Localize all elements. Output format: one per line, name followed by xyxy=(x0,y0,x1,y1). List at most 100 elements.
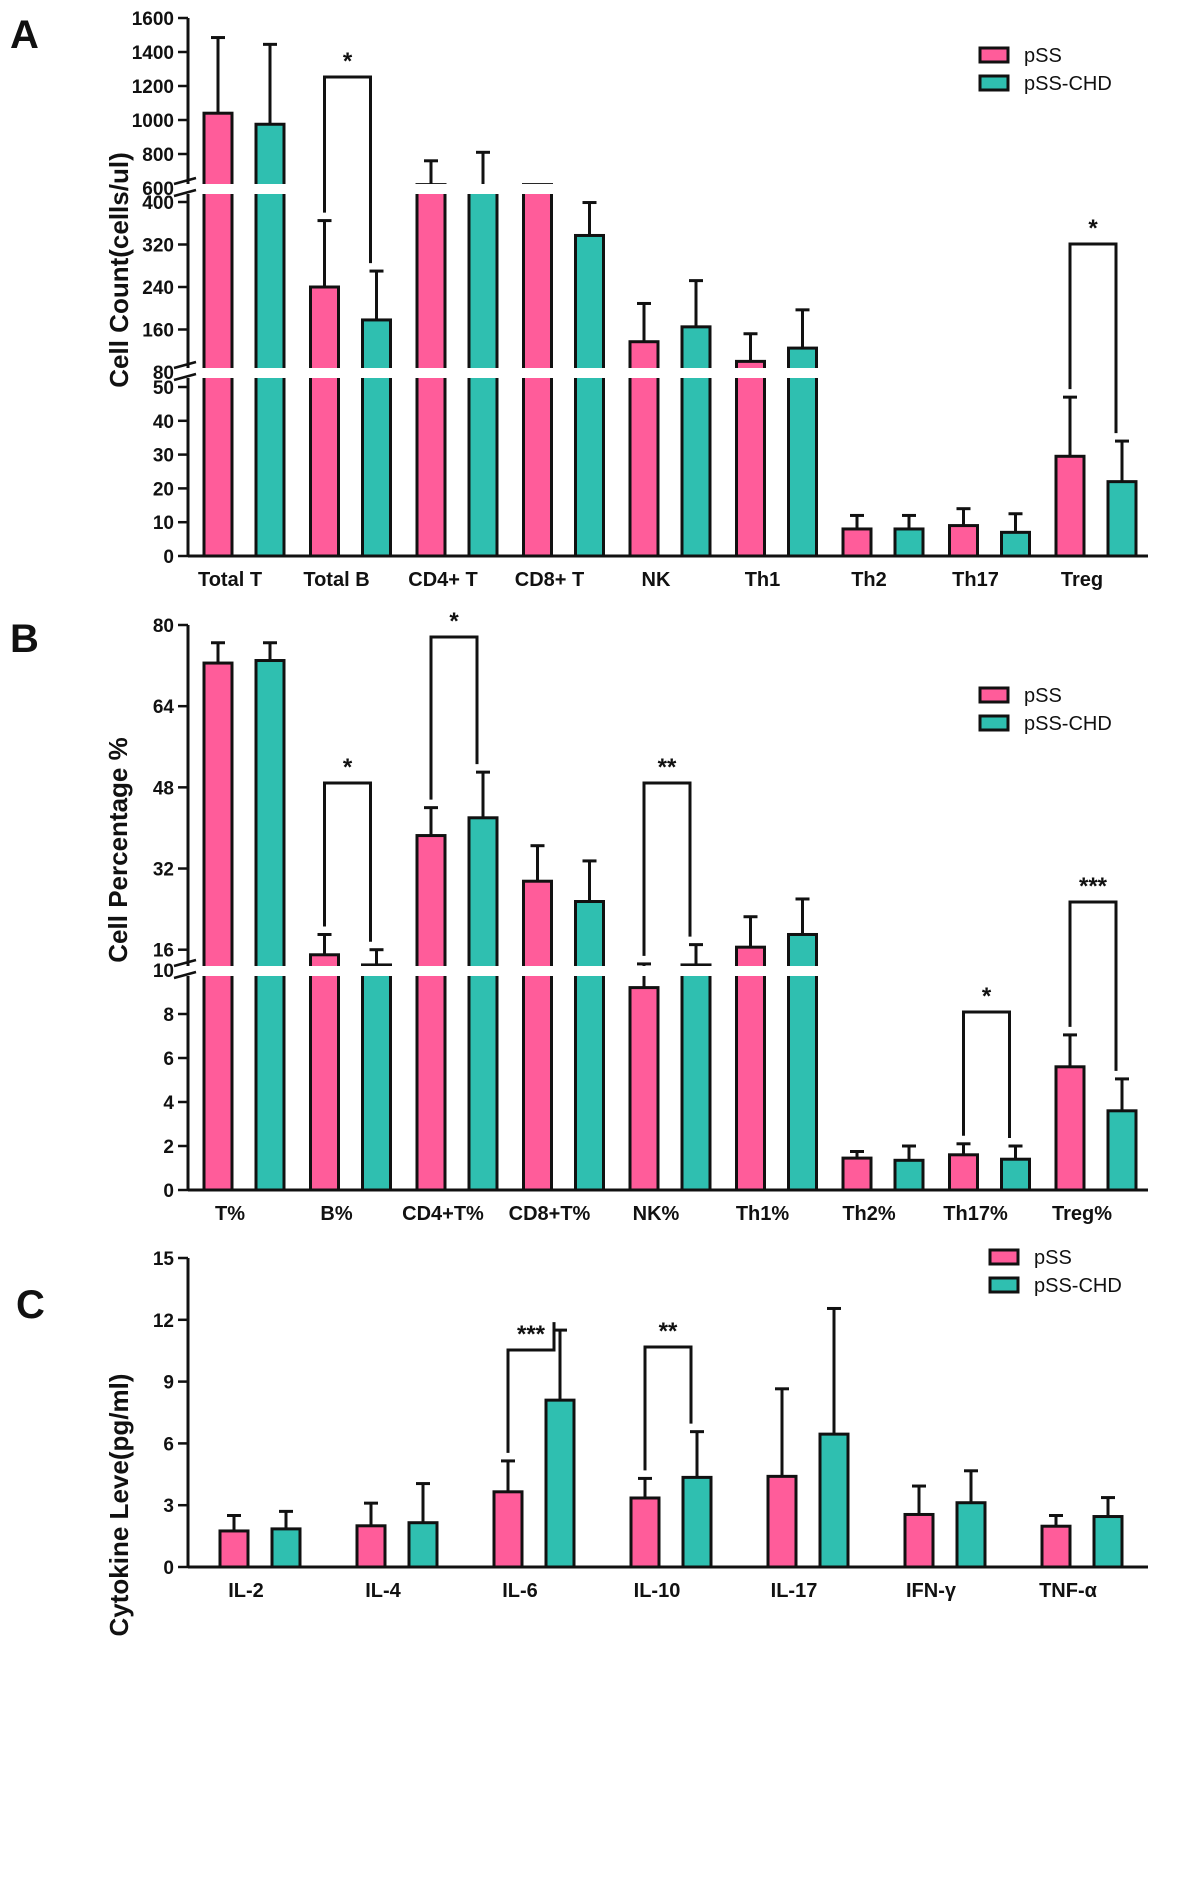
significance-bracket xyxy=(506,1322,556,1453)
bar-pss-chd xyxy=(955,1501,987,1569)
y-tick-label: 1600 xyxy=(132,9,174,30)
x-tick-label: CD8+ T xyxy=(515,569,584,591)
y-tick-label: 32 xyxy=(153,860,174,881)
x-tick-label: CD4+ T xyxy=(408,569,477,591)
significance-label: * xyxy=(343,48,353,75)
y-tick-label: 600 xyxy=(142,179,174,200)
significance-label: ** xyxy=(659,1318,678,1345)
axis-break-gap xyxy=(174,368,1154,378)
significance-bracket xyxy=(429,635,479,800)
y-tick-label: 4 xyxy=(163,1093,174,1114)
x-tick-label: T% xyxy=(215,1203,245,1225)
bar-pss xyxy=(1054,454,1086,558)
bar-pss-chd xyxy=(544,1398,576,1569)
panel-c-y-axis-label: Cytokine Leve(pg/ml) xyxy=(104,1374,134,1637)
significance-bracket xyxy=(1068,242,1118,434)
y-tick-label: 0 xyxy=(163,1558,174,1579)
bar-pss xyxy=(202,661,234,1192)
bar-pss xyxy=(841,1156,873,1192)
y-tick-label: 1200 xyxy=(132,77,174,98)
bar-pss xyxy=(735,945,766,1192)
y-tick-label: 50 xyxy=(153,378,174,399)
significance-label: *** xyxy=(1079,873,1108,900)
significance-label: * xyxy=(449,608,459,635)
bar-pss xyxy=(522,879,553,1192)
bar-pss xyxy=(903,1512,935,1569)
significance-bracket xyxy=(643,1345,693,1471)
bar-pss xyxy=(735,359,766,558)
bar-pss-chd xyxy=(1000,530,1031,558)
y-tick-label: 0 xyxy=(163,547,174,568)
bar-pss xyxy=(629,1496,661,1569)
significance-bracket xyxy=(962,1010,1011,1138)
y-tick-label: 40 xyxy=(153,412,174,433)
bar-pss-chd xyxy=(893,527,925,558)
bar-pss-chd xyxy=(407,1521,439,1569)
axis-break-gap xyxy=(174,966,1154,976)
axis-break-mark xyxy=(173,372,197,382)
legend-label: pSS xyxy=(1034,1247,1072,1269)
significance-bracket xyxy=(323,781,372,942)
y-tick-label: 320 xyxy=(142,236,174,257)
x-tick-label: Total B xyxy=(303,569,369,591)
legend-swatch-pss xyxy=(978,686,1010,704)
bar-pss-chd xyxy=(681,1475,713,1569)
x-tick-label: Th1 xyxy=(745,569,781,591)
legend-label: pSS-CHD xyxy=(1024,73,1112,95)
axis-break-gap xyxy=(174,184,1154,194)
axis-break-mark xyxy=(173,176,197,186)
bar-pss xyxy=(415,834,447,1192)
x-tick-label: NK xyxy=(642,569,671,591)
bar-pss-chd xyxy=(1000,1157,1031,1192)
bar-pss-chd xyxy=(361,963,392,1192)
x-tick-label: IL-2 xyxy=(228,1580,264,1602)
x-tick-label: Th17 xyxy=(952,569,999,591)
bar-pss xyxy=(1040,1524,1072,1569)
bar-pss xyxy=(355,1524,387,1569)
bar-pss xyxy=(841,527,873,558)
bar-pss-chd xyxy=(270,1527,302,1569)
significance-label: *** xyxy=(517,1321,546,1348)
y-tick-label: 400 xyxy=(142,193,174,214)
bar-pss xyxy=(309,953,340,1192)
y-tick-label: 160 xyxy=(142,321,174,342)
panel-letter-c: C xyxy=(16,1283,45,1327)
y-tick-label: 2 xyxy=(163,1137,174,1158)
bar-pss-chd xyxy=(1106,1109,1138,1192)
panel-c-chart: 0 3 6 9 12 15 IL-2 IL-4 IL-6 IL-10 IL-17 IFN-γ TNF-α… xyxy=(153,1247,1148,1602)
legend-label: pSS xyxy=(1024,45,1062,67)
x-tick-label: Treg% xyxy=(1052,1203,1112,1225)
bar-pss-chd xyxy=(254,122,286,558)
panel-letter-a: A xyxy=(10,13,39,57)
y-tick-label: 240 xyxy=(142,278,174,299)
significance-label: ** xyxy=(658,754,677,781)
axis-break-mark xyxy=(173,188,197,198)
bar-pss xyxy=(218,1529,250,1569)
bar-pss-chd xyxy=(818,1432,850,1569)
significance-label: * xyxy=(982,983,992,1010)
x-tick-label: Th17% xyxy=(943,1203,1008,1225)
y-tick-label: 48 xyxy=(153,778,174,799)
x-tick-label: NK% xyxy=(633,1203,680,1225)
y-tick-label: 10 xyxy=(153,513,174,534)
y-tick-label: 1000 xyxy=(132,111,174,132)
bar-pss-chd xyxy=(1092,1515,1124,1569)
x-tick-label: CD8+T% xyxy=(509,1203,591,1225)
panel-a-y-axis-label: Cell Count(cells/ul) xyxy=(104,152,134,387)
y-tick-label: 6 xyxy=(163,1434,174,1455)
x-tick-label: IL-6 xyxy=(502,1580,538,1602)
significance-label: * xyxy=(1088,215,1098,242)
significance-bracket xyxy=(1068,900,1118,1071)
legend-label: pSS xyxy=(1024,685,1062,707)
axis-break-mark xyxy=(173,970,197,980)
bar-pss-chd xyxy=(254,659,286,1192)
significance-bracket xyxy=(642,781,692,956)
x-tick-label: CD4+T% xyxy=(402,1203,484,1225)
y-tick-label: 20 xyxy=(153,479,174,500)
bar-pss xyxy=(1054,1065,1086,1192)
axis-break-mark xyxy=(173,360,197,370)
y-tick-label: 10 xyxy=(153,961,174,982)
y-tick-label: 16 xyxy=(153,941,174,962)
